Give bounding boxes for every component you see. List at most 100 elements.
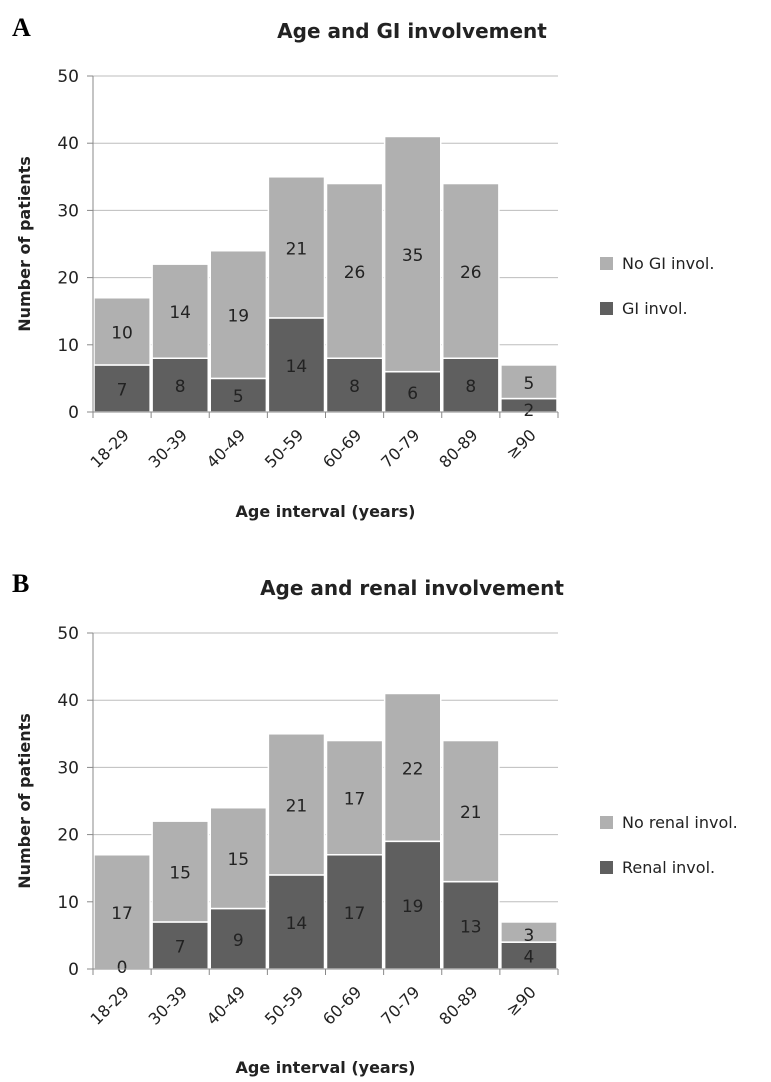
data-label-top: 21 — [286, 796, 308, 816]
legend: No GI invol. GI invol. — [600, 254, 714, 318]
data-label-bottom: 7 — [175, 937, 186, 957]
bar-segment-gi-invol — [267, 317, 326, 413]
data-label-bottom: 9 — [233, 931, 244, 951]
bar-segment-no-renal-invol — [383, 692, 442, 843]
legend-label: No renal invol. — [622, 813, 738, 832]
bar-segment-no-renal-invol — [93, 854, 151, 970]
y-tick-label: 40 — [57, 134, 79, 154]
bar-segment-no-gi-invol — [267, 176, 326, 319]
chart-panel-b: B Age and renal involvement 0 10 20 30 40 50 0 17… — [12, 569, 738, 1077]
bar-segment-renal-invol — [209, 907, 268, 970]
data-label-bottom: 8 — [175, 377, 186, 397]
bar-segment-no-gi-invol — [442, 182, 500, 359]
legend: No renal invol. Renal invol. — [600, 813, 738, 877]
data-label-bottom: 14 — [286, 914, 308, 934]
bar-segment-renal-invol — [151, 921, 209, 970]
data-label-top: 19 — [227, 307, 249, 327]
data-label-bottom: 6 — [407, 384, 418, 404]
data-label-top: 10 — [111, 323, 133, 343]
x-tick-label: 30-39 — [145, 425, 191, 471]
x-tick-label: 80-89 — [435, 425, 481, 471]
bar-segment-renal-invol — [325, 854, 384, 970]
data-label-top: 21 — [286, 239, 308, 259]
data-label-bottom: 4 — [524, 948, 535, 968]
data-label-bottom: 13 — [460, 917, 482, 937]
data-label-top: 17 — [344, 790, 366, 810]
data-label-bottom: 19 — [402, 897, 424, 917]
y-tick-label: 30 — [57, 201, 79, 221]
data-label-top: 15 — [227, 850, 249, 870]
x-tick-label: ≥90 — [502, 425, 539, 462]
bar-segment-gi-invol — [93, 364, 151, 413]
x-tick-label: 40-49 — [203, 982, 249, 1028]
data-label-top: 26 — [460, 263, 482, 283]
legend-label: GI invol. — [622, 299, 688, 318]
legend-swatch — [600, 302, 613, 315]
chart-title: Age and GI involvement — [277, 19, 547, 43]
bar-segment-renal-invol — [383, 840, 442, 970]
x-tick-label: 50-59 — [261, 425, 307, 471]
data-label-top: 14 — [169, 303, 191, 323]
x-tick-label: 80-89 — [435, 982, 481, 1028]
bar-segment-gi-invol — [442, 357, 500, 413]
x-tick-label: 18-29 — [87, 425, 133, 471]
bar-segment-no-renal-invol — [325, 739, 384, 856]
bar-segment-no-gi-invol — [209, 249, 268, 380]
y-tick-label: 20 — [57, 826, 79, 846]
bar-segment-no-gi-invol — [500, 364, 558, 400]
legend-label: No GI invol. — [622, 254, 714, 273]
data-label-top: 17 — [111, 904, 133, 924]
legend-swatch — [600, 257, 613, 270]
x-tick-label: 30-39 — [145, 982, 191, 1028]
y-tick-label: 50 — [57, 624, 79, 644]
y-tick-label: 40 — [57, 691, 79, 711]
bar-segment-no-gi-invol — [151, 263, 209, 359]
legend-swatch — [600, 861, 613, 874]
x-tick-label: 18-29 — [87, 982, 133, 1028]
data-label-top: 35 — [402, 246, 424, 266]
data-label-top: 26 — [344, 263, 366, 283]
legend-swatch — [600, 816, 613, 829]
bar-segment-no-gi-invol — [93, 297, 151, 366]
y-tick-label: 30 — [57, 758, 79, 778]
data-label-bottom: 17 — [344, 904, 366, 924]
x-tick-label: 70-79 — [377, 425, 423, 471]
x-tick-label: ≥90 — [502, 982, 539, 1019]
bar-segment-no-renal-invol — [151, 820, 209, 923]
bar-segment-no-gi-invol — [383, 135, 442, 373]
chart-panel-a: A Age and GI involvement 0 10 20 30 40 50 7 10 18-… — [12, 13, 714, 521]
y-tick-label: 0 — [68, 960, 79, 980]
x-axis-label: Age interval (years) — [236, 502, 416, 521]
bar-segment-no-renal-invol — [209, 806, 268, 910]
data-label-bottom: 14 — [286, 357, 308, 377]
data-label-bottom: 7 — [117, 380, 128, 400]
x-tick-label: 50-59 — [261, 982, 307, 1028]
data-label-bottom: 2 — [524, 401, 535, 421]
y-tick-label: 50 — [57, 67, 79, 87]
legend-label: Renal invol. — [622, 858, 715, 877]
x-tick-label: 60-69 — [319, 425, 365, 471]
panel-letter: B — [12, 569, 29, 598]
data-label-top: 21 — [460, 803, 482, 823]
bar-segment-no-renal-invol — [500, 921, 558, 943]
y-tick-label: 0 — [68, 403, 79, 423]
bar-segment-no-gi-invol — [325, 182, 384, 359]
bar-segment-no-renal-invol — [267, 733, 326, 876]
x-axis-label: Age interval (years) — [236, 1058, 416, 1077]
data-label-bottom: 5 — [233, 387, 244, 407]
x-tick-label: 70-79 — [377, 982, 423, 1028]
y-tick-label: 10 — [57, 893, 79, 913]
data-label-bottom: 8 — [349, 377, 360, 397]
panel-letter: A — [12, 13, 31, 42]
data-label-bottom: 0 — [117, 958, 128, 978]
data-label-top: 22 — [402, 759, 424, 779]
data-label-bottom: 8 — [465, 377, 476, 397]
y-tick-label: 20 — [57, 269, 79, 289]
x-tick-label: 60-69 — [319, 982, 365, 1028]
y-tick-label: 10 — [57, 336, 79, 356]
x-tick-label: 40-49 — [203, 425, 249, 471]
data-label-top: 3 — [524, 926, 535, 946]
bar-segment-renal-invol — [267, 874, 326, 970]
bar-segment-gi-invol — [209, 377, 268, 413]
